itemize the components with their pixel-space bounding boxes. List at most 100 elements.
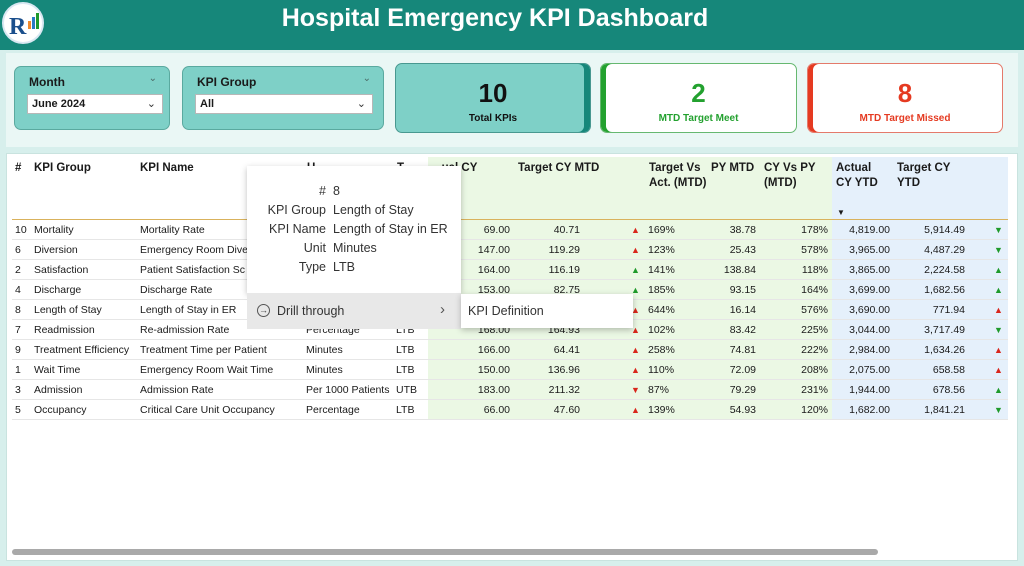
tooltip-key: # [319,184,326,198]
cell-actual-ytd: 3,044.00 [849,324,890,336]
mtd-section-bg [428,157,832,419]
cell-idx: 2 [15,264,21,276]
chevron-down-icon: ⌄ [146,98,156,110]
tooltip-key: KPI Name [269,222,326,236]
column-header-kpi-name[interactable]: KPI Name [140,162,194,174]
tooltip-row: #8 [247,182,461,201]
drill-through-submenu: KPI Definition [461,294,633,328]
tooltip-key: KPI Group [267,203,326,217]
tooltip-row: KPI Name Length of Stay in ER [247,220,461,239]
cell-target: 64.41 [553,344,580,356]
ytd-status-up-red-triangle-icon: ▲ [994,305,1003,315]
cell-group: Readmission [34,324,95,336]
cell-py: 74.81 [729,344,756,356]
column-header-target-vs-act[interactable]: Target Vs Act. (MTD) [649,162,707,189]
column-header-target-cy-mtd[interactable]: Target CY MTD [518,162,600,174]
cell-target-ytd: 678.56 [932,384,965,396]
cell-py: 93.15 [729,284,756,296]
cell-actual: 66.00 [483,404,510,416]
chevron-right-icon: › [440,301,445,318]
column-header-actual-cy-ytd[interactable]: Actual CY YTD [836,162,878,189]
tooltip-value: Length of Stay in ER [333,222,448,236]
tooltip-row: Type LTB [247,258,461,277]
month-dropdown-value: June 2024 [32,98,86,110]
cell-cyvspy: 225% [801,324,828,336]
target-meet-card: 2 MTD Target Meet [600,63,797,133]
mtd-status-up-red-triangle-icon: ▲ [631,405,640,415]
cell-target: 82.75 [553,284,580,296]
cell-target-ytd: 658.58 [932,364,965,376]
cell-cyvspy: 578% [801,244,828,256]
cell-target: 40.71 [553,224,580,236]
slicer-collapse-icon[interactable]: ⌄ [148,73,157,84]
table-row[interactable]: 5 Occupancy Critical Care Unit Occupancy Pe… [12,400,1008,420]
cell-idx: 7 [15,324,21,336]
mtd-status-up-green-triangle-icon: ▲ [631,285,640,295]
kpi-group-dropdown[interactable]: All ⌄ [195,94,373,114]
cell-name: Length of Stay in ER [140,304,237,316]
cell-group: Satisfaction [34,264,89,276]
cell-name: Re-admission Rate [140,324,230,336]
drill-through-icon: → [257,304,270,317]
cell-target-ytd: 1,634.26 [924,344,965,356]
sort-descending-icon[interactable]: ▼ [837,208,845,217]
table-row[interactable]: 2 Satisfaction Patient Satisfaction Sc 164.… [12,260,1008,280]
month-dropdown[interactable]: June 2024 ⌄ [27,94,163,114]
mtd-status-up-red-triangle-icon: ▲ [631,305,640,315]
kpi-definition-menu-item[interactable]: KPI Definition [468,304,544,318]
ytd-status-up-green-triangle-icon: ▲ [994,265,1003,275]
cell-cyvspy: 178% [801,224,828,236]
table-row[interactable]: 10 Mortality Mortality Rate 69.00 40.71 169% 3… [12,220,1008,240]
cell-group: Length of Stay [34,304,102,316]
table-row[interactable]: 3 Admission Admission Rate Per 1000 Patient… [12,380,1008,400]
kpi-group-slicer-label: KPI Group [197,75,257,89]
cell-target-ytd: 1,682.56 [924,284,965,296]
cell-tva: 141% [648,264,675,276]
cell-unit: Minutes [306,364,343,376]
cell-tva: 644% [648,304,675,316]
cell-idx: 4 [15,284,21,296]
cell-actual-ytd: 2,984.00 [849,344,890,356]
svg-text:R: R [9,14,27,40]
cell-tva: 169% [648,224,675,236]
cell-actual-ytd: 4,819.00 [849,224,890,236]
cell-idx: 3 [15,384,21,396]
tooltip-key: Type [298,260,326,274]
cell-target: 211.32 [548,384,580,396]
slicer-collapse-icon[interactable]: ⌄ [362,73,371,84]
cell-unit: Minutes [306,344,343,356]
column-header-cy-vs-py[interactable]: CY Vs PY (MTD) [764,162,816,189]
cell-tva: 102% [648,324,675,336]
cell-group: Wait Time [34,364,81,376]
drill-through-label: Drill through [277,304,345,318]
cell-actual-ytd: 3,965.00 [849,244,890,256]
ytd-status-up-red-triangle-icon: ▲ [994,345,1003,355]
row-tooltip: #8 KPI Group Length of Stay KPI Name Length … [247,166,461,293]
cell-py: 16.14 [729,304,756,316]
column-header-py-mtd[interactable]: PY MTD [711,162,755,174]
mtd-status-down-red-triangle-icon: ▼ [631,385,640,395]
cell-unit: Percentage [306,404,360,416]
column-header-kpi-group[interactable]: KPI Group [34,162,91,174]
horizontal-scrollbar[interactable] [12,549,878,555]
kpi-group-dropdown-value: All [200,98,215,110]
cell-actual-ytd: 2,075.00 [849,364,890,376]
month-slicer-label: Month [29,75,65,89]
cell-actual-ytd: 3,690.00 [849,304,890,316]
table-row[interactable]: 6 Diversion Emergency Room Dive 147.00 119.2… [12,240,1008,260]
cell-py: 25.43 [729,244,756,256]
cell-cyvspy: 120% [801,404,828,416]
cell-tva: 110% [648,364,675,376]
drill-through-menu-item[interactable]: → Drill through › [247,293,461,329]
cell-target-ytd: 3,717.49 [924,324,965,336]
table-row[interactable]: 1 Wait Time Emergency Room Wait Time Minute… [12,360,1008,380]
column-header-index[interactable]: # [15,162,22,174]
cell-actual-ytd: 1,944.00 [849,384,890,396]
total-kpis-card: 10 Total KPIs [395,63,591,133]
column-header-target-cy-ytd[interactable]: Target CY YTD [897,162,951,189]
cell-group: Discharge [34,284,82,296]
ytd-status-down-green-triangle-icon: ▼ [994,225,1003,235]
cell-idx: 10 [15,224,27,236]
table-row[interactable]: 9 Treatment Efficiency Treatment Time per … [12,340,1008,360]
cell-py: 38.78 [729,224,756,236]
